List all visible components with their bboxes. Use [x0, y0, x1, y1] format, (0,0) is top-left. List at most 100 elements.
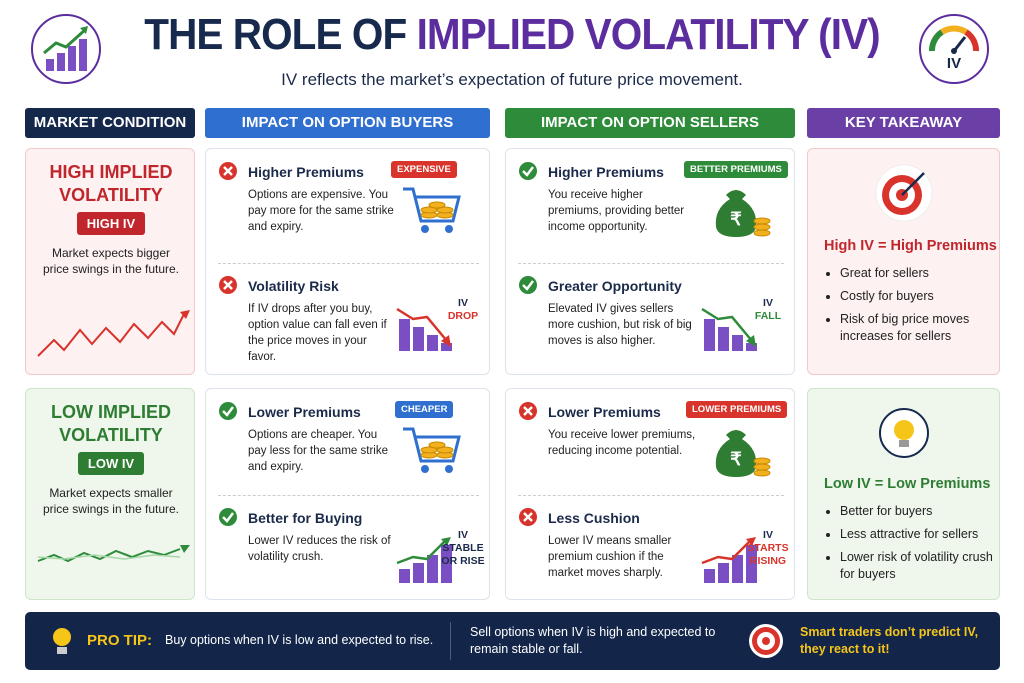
item-tag: IV DROP: [441, 297, 485, 323]
column-header: KEY TAKEAWAY: [807, 108, 1000, 138]
item-icon: [700, 533, 760, 592]
tag-line: OR RISE: [441, 555, 485, 567]
title-part: THE ROLE OF: [144, 10, 407, 59]
item-heading: Greater Opportunity: [548, 277, 682, 294]
gauge-label: IV: [946, 55, 962, 72]
buyers-cell: Higher Premiums Options are expensive. Yo…: [205, 148, 490, 375]
column-header: IMPACT ON OPTION BUYERS: [205, 108, 490, 138]
sellers-cell: Higher Premiums You receive higher premiu…: [505, 148, 795, 375]
cross-icon: [518, 507, 538, 532]
divider: [518, 495, 784, 496]
item-heading: Higher Premiums: [548, 164, 664, 180]
item-text: You receive lower premiums, reducing inc…: [548, 429, 696, 457]
title-part: IMPLIED VOLATILITY (IV): [416, 10, 881, 59]
separator: [450, 622, 451, 660]
growth-icon: [31, 14, 101, 84]
target-icon: [874, 163, 934, 228]
divider: [218, 495, 479, 496]
tag-line: FALL: [754, 309, 782, 322]
column-header: MARKET CONDITION: [25, 108, 195, 138]
item-heading: Less Cushion: [548, 510, 640, 526]
takeaway-point: Less attractive for sellers: [840, 526, 1000, 543]
takeaway-cell: High IV = High Premiums Great for sellers…: [807, 148, 1000, 375]
item-text: Options are expensive. You pay more for …: [248, 189, 394, 233]
column-header: IMPACT ON OPTION SELLERS: [505, 108, 795, 138]
trend-line: [34, 531, 194, 596]
tag-line: RISING: [749, 555, 787, 567]
item-badge: CHEAPER: [395, 401, 454, 418]
item-badge: BETTER PREMIUMS: [684, 161, 788, 178]
target-icon: [749, 624, 783, 658]
trend-line: [34, 306, 194, 371]
svg-text:₹: ₹: [730, 209, 742, 229]
takeaway-point: Great for sellers: [840, 265, 1000, 282]
buyers-cell: Lower Premiums Options are cheaper. You p…: [205, 388, 490, 600]
bulb-icon: [53, 628, 71, 654]
bulb-icon: [874, 403, 934, 468]
item-text: Options are cheaper. You pay less for th…: [248, 429, 388, 473]
sellers-cell: Lower Premiums You receive lower premiums…: [505, 388, 795, 600]
item-text: Elevated IV gives sellers more cushion, …: [548, 302, 692, 347]
check-icon: [218, 401, 238, 426]
cross-icon: [518, 401, 538, 426]
check-icon: [218, 507, 238, 532]
item-text: If IV drops after you buy, option value …: [248, 302, 387, 363]
tag-line: IV: [458, 296, 468, 309]
item-tag: IV FALL: [746, 297, 790, 323]
takeaway-point: Better for buyers: [840, 503, 1000, 520]
cross-icon: [218, 161, 238, 186]
item-icon: [395, 533, 455, 592]
takeaway-heading: High IV = High Premiums: [824, 238, 997, 254]
pro-tip-label: PRO TIP:: [87, 632, 153, 649]
tag-line: IV: [763, 529, 773, 541]
takeaway-list: Better for buyers Less attractive for sel…: [824, 503, 1000, 589]
condition-badge: HIGH IV: [76, 212, 146, 235]
item-icon: [399, 421, 471, 486]
condition-badge: LOW IV: [77, 452, 145, 475]
item-icon: ₹: [704, 181, 776, 246]
svg-text:₹: ₹: [730, 449, 742, 469]
subtitle: IV reflects the market’s expectation of …: [281, 70, 743, 89]
condition-cell: HIGH IMPLIED VOLATILITY HIGH IV Market exp…: [25, 148, 195, 375]
item-text: Lower IV means smaller premium cushion i…: [548, 535, 672, 579]
pro-tip-buy: Buy options when IV is low and expected …: [165, 633, 434, 647]
item-badge: LOWER PREMIUMS: [686, 401, 788, 418]
takeaway-list: Great for sellers Costly for buyers Risk o…: [824, 265, 1000, 351]
divider: [218, 262, 479, 264]
pro-tip-bar: PRO TIP: Buy options when IV is low and …: [25, 612, 1000, 670]
item-heading: Volatility Risk: [248, 277, 339, 294]
takeaway-point: Costly for buyers: [840, 288, 1000, 305]
divider: [518, 262, 784, 264]
pro-tip-closing: Smart traders don’t predict IV, they rea…: [800, 625, 979, 656]
takeaway-point: Risk of big price moves increases for se…: [840, 311, 1000, 345]
item-text: Lower IV reduces the risk of volatility …: [248, 535, 391, 563]
tag-line: DROP: [447, 309, 479, 322]
item-heading: Better for Buying: [248, 510, 363, 526]
condition-cell: LOW IMPLIED VOLATILITY LOW IV Market expec…: [25, 388, 195, 600]
condition-title: LOW IMPLIED VOLATILITY: [51, 402, 171, 445]
tag-line: STABLE: [442, 542, 484, 554]
item-icon: [399, 181, 471, 246]
item-icon: [395, 301, 455, 360]
cross-icon: [218, 275, 238, 300]
tag-line: IV: [763, 296, 773, 309]
condition-title: HIGH IMPLIED VOLATILITY: [49, 162, 173, 205]
takeaway-point: Lower risk of volatility crush for buyer…: [840, 549, 1000, 583]
item-heading: Lower Premiums: [548, 404, 661, 420]
condition-text: Market expects smaller price swings in t…: [42, 486, 180, 516]
check-icon: [518, 161, 538, 186]
item-heading: Higher Premiums: [248, 164, 364, 180]
badge-wrap: LOW IV: [26, 452, 196, 475]
item-tag: IV STABLE OR RISE: [441, 529, 485, 568]
pro-tip-sell: Sell options when IV is high and expecte…: [470, 625, 716, 656]
tag-line: STARTS: [747, 542, 789, 554]
item-text: You receive higher premiums, providing b…: [548, 189, 685, 233]
takeaway-cell: Low IV = Low Premiums Better for buyers Le…: [807, 388, 1000, 600]
tag-line: IV: [458, 529, 468, 541]
item-tag: IV STARTS RISING: [746, 529, 790, 568]
check-icon: [518, 275, 538, 300]
condition-text: Market expects bigger price swings in th…: [42, 246, 180, 276]
takeaway-heading: Low IV = Low Premiums: [824, 476, 991, 492]
item-badge: EXPENSIVE: [391, 161, 457, 178]
